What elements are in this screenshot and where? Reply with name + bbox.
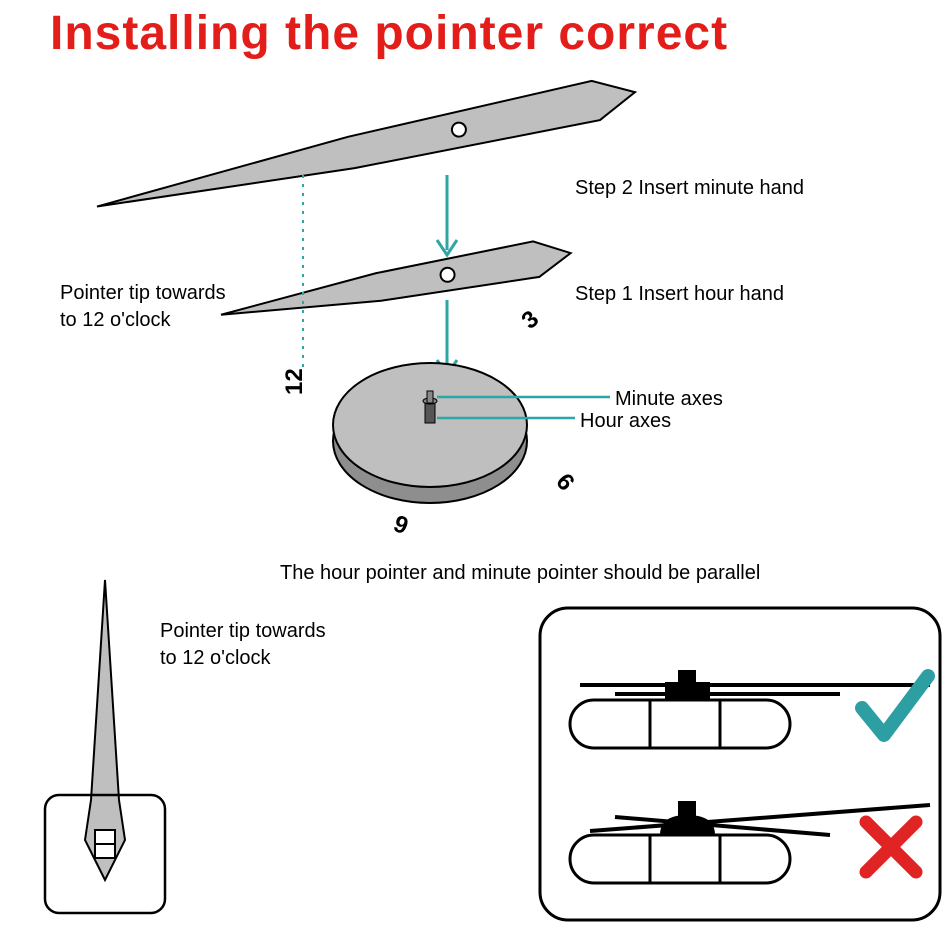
label-step1: Step 1 Insert hour hand: [575, 281, 784, 308]
svg-text:6: 6: [550, 469, 579, 497]
clock-movement: [333, 363, 527, 503]
svg-text:9: 9: [390, 510, 412, 540]
label-hour-axes: Hour axes: [580, 408, 671, 435]
comparison-panel: [540, 608, 940, 920]
diagram-svg: 12 3 6 9: [0, 0, 947, 933]
svg-text:3: 3: [517, 305, 545, 334]
svg-text:12: 12: [281, 368, 308, 395]
label-tip-12-b: Pointer tip towards to 12 o'clock: [160, 618, 326, 672]
label-parallel: The hour pointer and minute pointer shou…: [280, 560, 760, 587]
side-movement: [45, 580, 165, 913]
label-tip-12-a: Pointer tip towards to 12 o'clock: [60, 280, 226, 334]
page: Installing the pointer correct: [0, 0, 947, 933]
label-step2: Step 2 Insert minute hand: [575, 175, 804, 202]
minute-hand: [93, 73, 639, 226]
